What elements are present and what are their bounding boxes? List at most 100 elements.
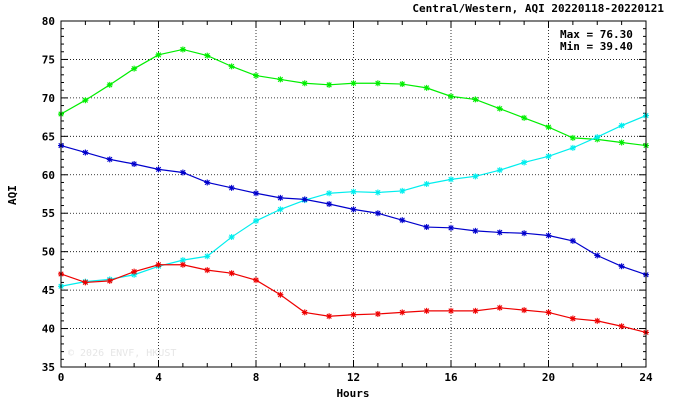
series-4-point (106, 277, 113, 284)
x-tick-label: 20 (542, 371, 555, 384)
y-tick-label: 70 (42, 92, 55, 105)
series-2-point (326, 190, 333, 197)
y-tick-label: 35 (42, 361, 55, 374)
max-value: Max = 76.30 (560, 28, 633, 41)
series-2-point (569, 144, 576, 151)
series-1-point (131, 65, 138, 72)
series-1-point (472, 96, 479, 103)
series-2-point (253, 217, 259, 224)
series-line-4 (60, 264, 647, 333)
series-3-point (228, 184, 235, 191)
y-tick-label: 75 (42, 53, 55, 66)
series-1-point (569, 134, 576, 141)
series-4-point (204, 267, 211, 274)
y-tick-label: 65 (42, 130, 55, 143)
series-4-point (521, 307, 528, 314)
series-4-point (423, 307, 430, 314)
series-2-point (423, 181, 430, 188)
series-4-point (179, 261, 186, 268)
series-4-point (228, 270, 235, 277)
series-1-point (228, 63, 235, 70)
min-value: Min = 39.40 (560, 40, 633, 53)
series-1-point (521, 114, 528, 121)
series-1-point (106, 81, 113, 88)
series-1-point (179, 46, 186, 53)
series-3-point (326, 200, 333, 207)
series-4-point (496, 304, 503, 311)
series-1-point (82, 97, 89, 104)
series-4-point (569, 315, 576, 322)
series-3-point (569, 237, 576, 244)
series-3-point (106, 156, 113, 163)
series-3-point (350, 206, 357, 213)
series-3-point (423, 224, 430, 231)
x-tick-label: 0 (58, 371, 65, 384)
series-2-point (545, 153, 552, 160)
series-2-point (594, 134, 601, 141)
series-1-point (204, 52, 211, 59)
x-tick-label: 8 (253, 371, 260, 384)
series-4-point (155, 261, 162, 268)
series-1-point (423, 84, 430, 91)
series-1-point (374, 80, 381, 87)
series-4-point (301, 309, 308, 316)
watermark: © 2026 ENVF, HKUST (68, 348, 176, 359)
series-4-point (399, 309, 406, 316)
series-3-point (204, 179, 211, 186)
plot-area: 0 4 8 12 16 20 24 35 40 45 50 55 60 65 70 75 80 (42, 15, 653, 384)
series-1-point (618, 139, 625, 146)
series-3-point (374, 210, 381, 217)
series-2-point (496, 167, 503, 174)
series-1-point (301, 80, 308, 87)
y-tick-label: 55 (42, 207, 55, 220)
series-4-point (350, 311, 357, 318)
series-4-point (618, 323, 625, 330)
series-2-point (204, 253, 211, 260)
series-3-point (277, 194, 284, 201)
series-4-point (131, 268, 138, 275)
series-3-point (496, 229, 503, 236)
series-3-point (301, 196, 308, 203)
series-1-point (277, 76, 284, 83)
series-2-point (277, 206, 284, 213)
series-4-point (448, 307, 454, 314)
series-1-point (399, 81, 406, 88)
x-tick-label: 12 (347, 371, 360, 384)
series-2-point (472, 173, 479, 180)
series-4-point (253, 277, 259, 284)
series-3-point (82, 149, 89, 156)
series-3-point (472, 227, 479, 234)
series-3-point (618, 263, 625, 270)
series-4-point (82, 279, 89, 286)
series-1-point (253, 72, 259, 79)
series-3-point (179, 169, 186, 176)
y-axis-label: AQI (6, 185, 19, 205)
chart-title: Central/Western, AQI 20220118-20220121 (412, 2, 664, 15)
series-4-point (545, 309, 552, 316)
series-4-point (472, 307, 479, 314)
series-1-point (350, 80, 357, 87)
series-1-point (155, 51, 162, 58)
series-2-point (350, 188, 357, 195)
series-2-point (374, 189, 381, 196)
y-tick-label: 80 (42, 15, 55, 28)
series-2-point (399, 187, 406, 194)
series-3-point (155, 166, 162, 173)
series-2-point (179, 257, 186, 264)
series-4-point (374, 310, 381, 317)
series-2-point (131, 271, 138, 278)
x-axis-label: Hours (336, 387, 369, 400)
y-tick-label: 60 (42, 169, 55, 182)
series-4-point (594, 317, 601, 324)
series-4-point (277, 291, 284, 298)
series-2-point (521, 159, 528, 166)
y-tick-label: 40 (42, 323, 55, 336)
series-2-point (228, 234, 235, 241)
series-1-point (326, 81, 333, 88)
x-tick-label: 4 (155, 371, 162, 384)
series-1-point (496, 105, 503, 112)
series-3-point (399, 217, 406, 224)
x-tick-label: 24 (639, 371, 653, 384)
series-1-point (545, 124, 552, 131)
